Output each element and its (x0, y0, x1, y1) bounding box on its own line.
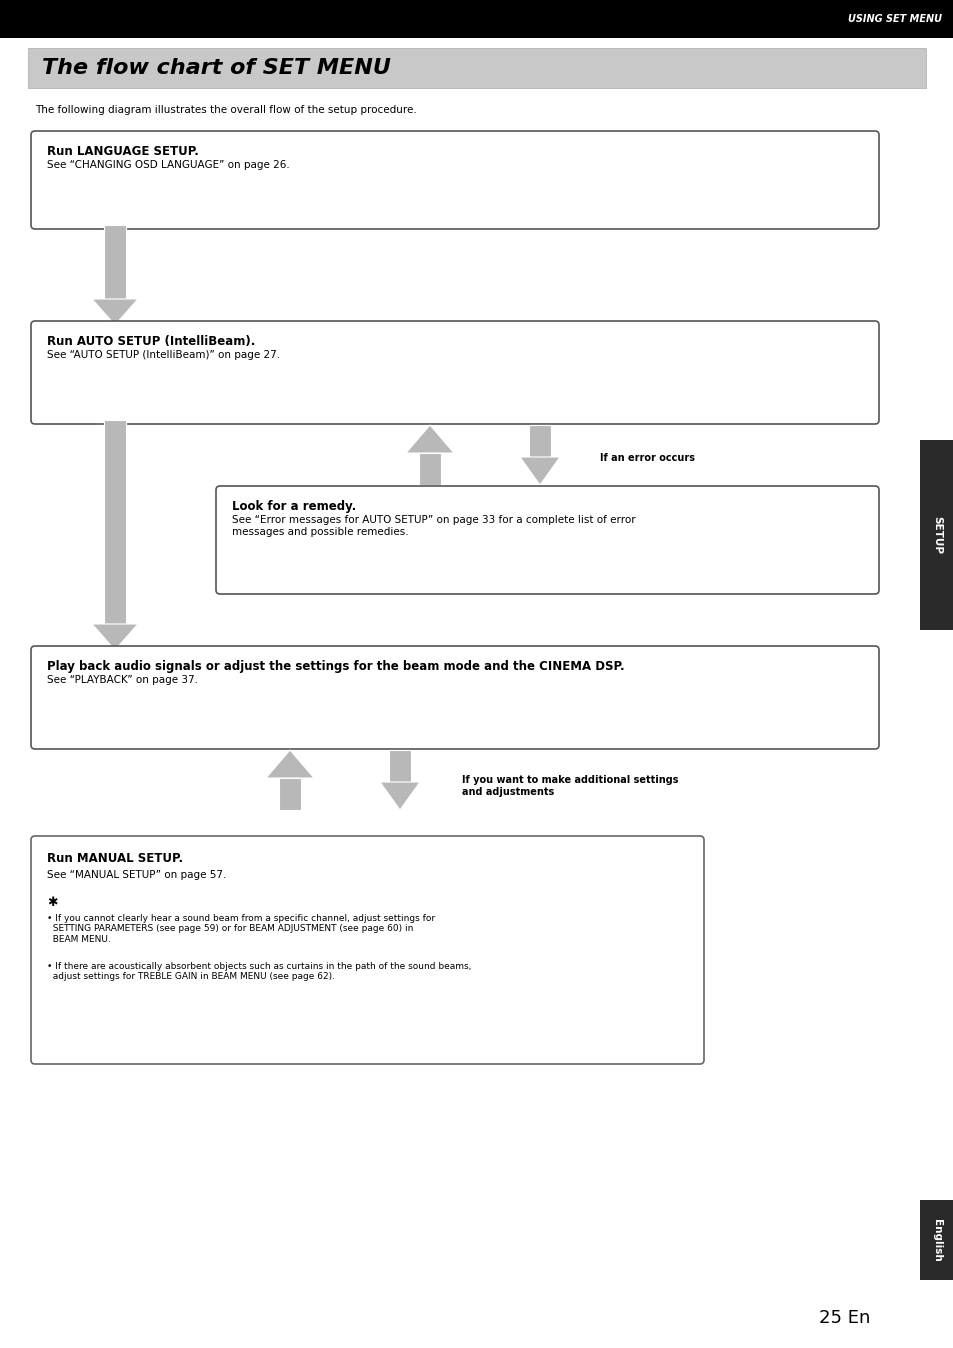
Bar (389, 749, 411, 782)
Text: Look for a remedy.: Look for a remedy. (232, 500, 355, 514)
Bar (919, 1200, 953, 1281)
Polygon shape (379, 782, 419, 810)
Bar (278, 778, 301, 810)
Polygon shape (91, 624, 138, 650)
Bar (28, 49, 925, 88)
Polygon shape (519, 457, 559, 485)
Text: See “MANUAL SETUP” on page 57.: See “MANUAL SETUP” on page 57. (47, 869, 226, 880)
Text: English: English (931, 1219, 941, 1262)
Text: 25 En: 25 En (818, 1309, 869, 1326)
Text: See “PLAYBACK” on page 37.: See “PLAYBACK” on page 37. (47, 675, 198, 685)
Polygon shape (91, 299, 138, 325)
Text: Run MANUAL SETUP.: Run MANUAL SETUP. (47, 852, 183, 865)
FancyBboxPatch shape (30, 321, 878, 425)
Text: Play back audio signals or adjust the settings for the beam mode and the CINEMA : Play back audio signals or adjust the se… (47, 661, 624, 673)
Text: Run AUTO SETUP (IntelliBeam).: Run AUTO SETUP (IntelliBeam). (47, 336, 255, 348)
Bar (0, 0, 953, 38)
Text: See “AUTO SETUP (IntelliBeam)” on page 27.: See “AUTO SETUP (IntelliBeam)” on page 2… (47, 350, 280, 360)
Text: See “Error messages for AUTO SETUP” on page 33 for a complete list of error
mess: See “Error messages for AUTO SETUP” on p… (232, 515, 635, 537)
Text: ✱: ✱ (47, 896, 57, 909)
FancyBboxPatch shape (30, 836, 703, 1064)
Text: Run LANGUAGE SETUP.: Run LANGUAGE SETUP. (47, 146, 198, 158)
Text: If an error occurs: If an error occurs (599, 453, 695, 462)
Text: • If there are acoustically absorbent objects such as curtains in the path of th: • If there are acoustically absorbent ob… (47, 962, 471, 981)
Bar (104, 421, 126, 624)
Text: SETUP: SETUP (931, 516, 941, 554)
FancyBboxPatch shape (30, 646, 878, 749)
Text: USING SET MENU: USING SET MENU (847, 13, 941, 24)
Polygon shape (266, 749, 314, 778)
Bar (418, 453, 440, 485)
FancyBboxPatch shape (215, 487, 878, 594)
FancyBboxPatch shape (30, 131, 878, 229)
Text: • If you cannot clearly hear a sound beam from a specific channel, adjust settin: • If you cannot clearly hear a sound bea… (47, 914, 435, 944)
Bar (919, 439, 953, 630)
Text: If you want to make additional settings
and adjustments: If you want to make additional settings … (461, 775, 678, 797)
Text: The flow chart of SET MENU: The flow chart of SET MENU (42, 58, 391, 78)
Text: The following diagram illustrates the overall flow of the setup procedure.: The following diagram illustrates the ov… (35, 105, 416, 115)
Polygon shape (406, 425, 454, 453)
Bar (104, 225, 126, 299)
Text: See “CHANGING OSD LANGUAGE” on page 26.: See “CHANGING OSD LANGUAGE” on page 26. (47, 160, 290, 170)
Bar (529, 425, 551, 457)
